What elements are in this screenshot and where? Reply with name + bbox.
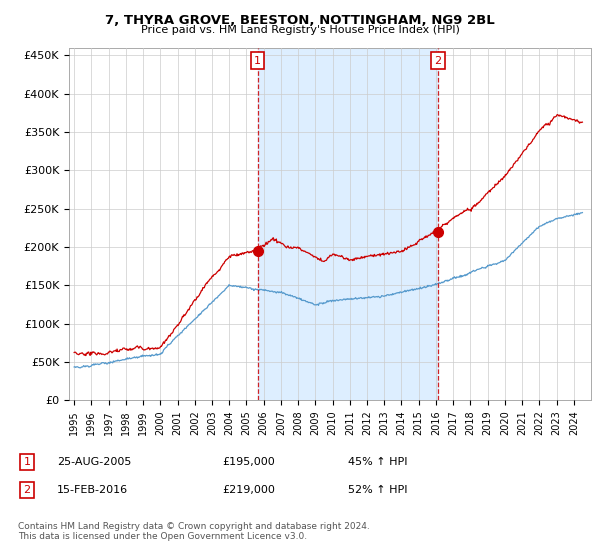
Text: Contains HM Land Registry data © Crown copyright and database right 2024.
This d: Contains HM Land Registry data © Crown c…	[18, 522, 370, 542]
Text: 45% ↑ HPI: 45% ↑ HPI	[348, 457, 407, 467]
Text: Price paid vs. HM Land Registry's House Price Index (HPI): Price paid vs. HM Land Registry's House …	[140, 25, 460, 35]
Text: 52% ↑ HPI: 52% ↑ HPI	[348, 485, 407, 495]
Text: £219,000: £219,000	[222, 485, 275, 495]
Text: 2: 2	[434, 55, 442, 66]
Text: 7, THYRA GROVE, BEESTON, NOTTINGHAM, NG9 2BL: 7, THYRA GROVE, BEESTON, NOTTINGHAM, NG9…	[105, 14, 495, 27]
Text: 2: 2	[23, 485, 31, 495]
Text: 1: 1	[254, 55, 261, 66]
Text: £195,000: £195,000	[222, 457, 275, 467]
Bar	[257, 48, 438, 400]
Text: 15-FEB-2016: 15-FEB-2016	[57, 485, 128, 495]
Text: 25-AUG-2005: 25-AUG-2005	[57, 457, 131, 467]
Text: 1: 1	[23, 457, 31, 467]
